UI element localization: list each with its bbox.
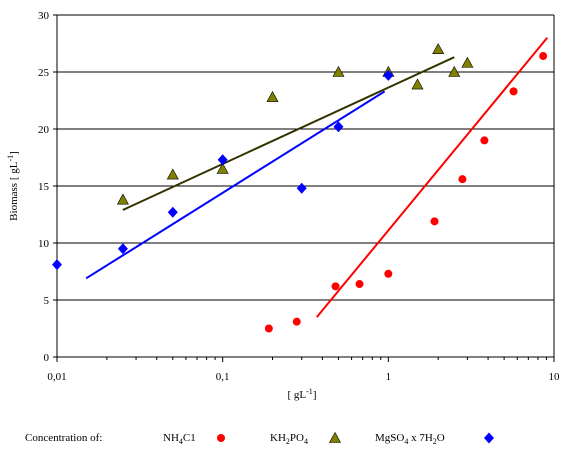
point-circle: [430, 217, 439, 226]
point-triangle: [116, 193, 129, 205]
point-diamond: [167, 206, 178, 218]
point-triangle: [266, 90, 279, 102]
x-tick-label: 1: [386, 371, 392, 383]
legend-label-kh2po4: KH2PO4: [270, 432, 308, 447]
point-diamond: [217, 154, 228, 166]
axes: [53, 14, 555, 362]
trend-line-circle: [316, 37, 548, 318]
point-diamond: [117, 243, 128, 255]
point-diamond: [52, 259, 62, 271]
point-circle: [539, 52, 548, 61]
x-tick-label: 0,1: [216, 371, 230, 383]
point-circle: [355, 280, 364, 289]
legend-marker-circle: [217, 434, 225, 442]
trend-line-triangle: [122, 56, 455, 211]
gridlines: [57, 14, 554, 301]
point-circle: [458, 175, 467, 184]
x-axis-label: [ gL-1]: [288, 387, 317, 402]
y-tick-label: 15: [38, 181, 50, 193]
legend-marker-diamond: [484, 432, 494, 444]
y-axis-label: Biomass [ gL-1]: [6, 151, 21, 221]
x-tick-label: 10: [549, 371, 561, 383]
point-triangle: [461, 56, 474, 68]
y-tick-label: 20: [38, 124, 50, 136]
point-diamond: [333, 121, 344, 133]
y-tick-label: 0: [44, 352, 50, 364]
point-circle: [264, 324, 273, 333]
chart: 0 5 10 15 20 25 30 0,01 0,1 1 10 [ gL-1] Biomass […: [6, 10, 561, 402]
x-tick-label: 0,01: [47, 371, 66, 383]
trend-line-diamond: [85, 90, 386, 280]
legend-label-mgso4: MgSO4 x 7H2O: [375, 432, 445, 447]
point-triangle: [432, 43, 445, 55]
legend-marker-shape: [328, 431, 342, 443]
data-points: [52, 43, 548, 333]
legend-marker-shape: [484, 432, 494, 444]
point-circle: [292, 317, 301, 326]
point-circle: [331, 282, 340, 291]
point-triangle: [216, 162, 229, 174]
legend-label-nh4cl: NH4C1: [163, 432, 196, 447]
trend-lines: [85, 37, 548, 318]
point-triangle: [332, 65, 345, 77]
point-triangle: [166, 168, 179, 180]
point-circle: [509, 87, 518, 96]
point-circle: [384, 269, 393, 278]
point-triangle: [448, 65, 461, 77]
point-triangle: [411, 78, 424, 90]
legend-marker-triangle: [328, 431, 342, 443]
y-tick-label: 5: [44, 295, 50, 307]
legend: Concentration of: NH4C1 KH2PO4 MgSO4 x 7…: [0, 428, 570, 452]
legend-title: Concentration of:: [25, 432, 103, 444]
point-circle: [480, 136, 489, 145]
point-diamond: [296, 182, 307, 194]
y-tick-label: 25: [38, 67, 50, 79]
y-tick-label: 30: [38, 10, 50, 22]
tick-labels: 0 5 10 15 20 25 30 0,01 0,1 1 10: [38, 10, 560, 383]
legend-marker-shape: [217, 434, 225, 442]
point-diamond: [383, 69, 394, 81]
y-tick-label: 10: [38, 238, 50, 250]
